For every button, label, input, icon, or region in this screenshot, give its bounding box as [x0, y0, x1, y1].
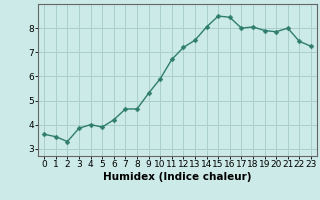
X-axis label: Humidex (Indice chaleur): Humidex (Indice chaleur) — [103, 172, 252, 182]
